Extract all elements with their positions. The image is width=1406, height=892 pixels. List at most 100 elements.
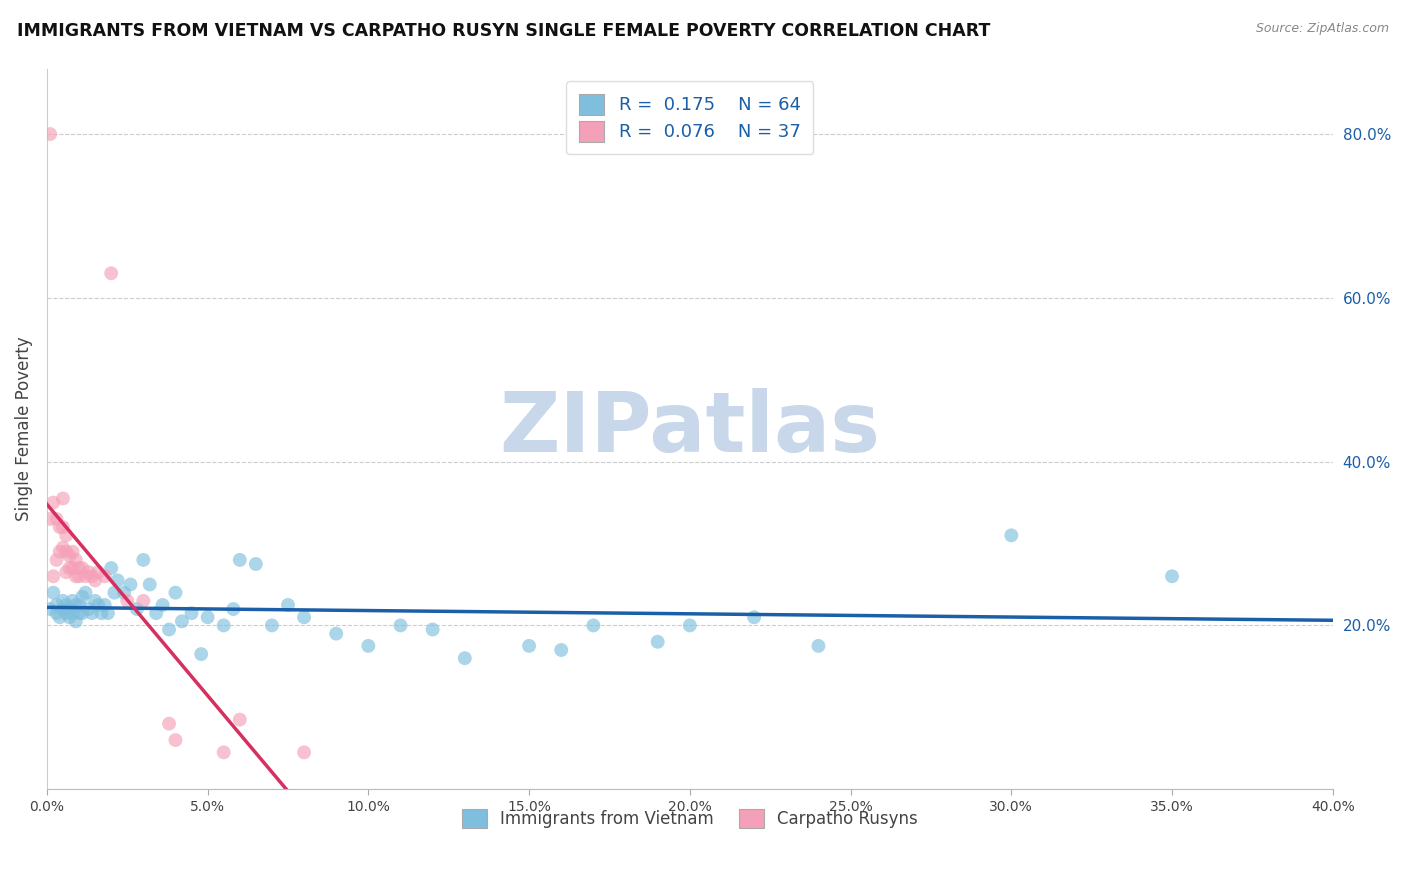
Point [117,594,139,608]
Point [103,585,125,599]
Point [152,598,174,612]
Point [245,557,267,571]
Point [422,623,444,637]
Point [52,491,75,506]
Point [62,606,84,620]
Point [84,594,107,608]
Point [58,610,80,624]
Point [222,602,245,616]
Point [87,565,110,579]
Point [84,574,107,588]
Point [807,639,830,653]
Y-axis label: Single Female Poverty: Single Female Poverty [15,336,32,521]
Point [58,561,80,575]
Point [170,615,193,629]
Point [48,520,70,534]
Point [197,610,219,624]
Point [742,610,765,624]
Point [157,623,180,637]
Point [70,590,93,604]
Point [77,565,100,579]
Text: Source: ZipAtlas.com: Source: ZipAtlas.com [1256,22,1389,36]
Point [39,127,62,141]
Point [39,602,62,616]
Point [165,733,187,747]
Point [77,602,100,616]
Point [87,598,110,612]
Legend: Immigrants from Vietnam, Carpatho Rusyns: Immigrants from Vietnam, Carpatho Rusyns [456,803,925,835]
Point [42,495,65,509]
Text: ZIPatlas: ZIPatlas [499,388,880,469]
Point [67,569,90,583]
Point [550,643,572,657]
Point [52,602,75,616]
Point [62,594,84,608]
Point [52,520,75,534]
Point [94,598,117,612]
Point [55,565,77,579]
Point [389,618,412,632]
Point [48,545,70,559]
Point [65,553,87,567]
Point [55,606,77,620]
Point [582,618,605,632]
Point [132,594,155,608]
Point [65,615,87,629]
Point [67,598,90,612]
Point [120,577,142,591]
Point [107,574,129,588]
Point [62,561,84,575]
Point [70,561,93,575]
Point [90,606,112,620]
Point [39,512,62,526]
Point [58,602,80,616]
Point [292,610,315,624]
Point [62,545,84,559]
Point [165,585,187,599]
Point [65,598,87,612]
Point [100,561,122,575]
Point [190,647,212,661]
Point [112,585,135,599]
Text: IMMIGRANTS FROM VIETNAM VS CARPATHO RUSYN SINGLE FEMALE POVERTY CORRELATION CHAR: IMMIGRANTS FROM VIETNAM VS CARPATHO RUSY… [17,22,990,40]
Point [80,606,103,620]
Point [229,553,252,567]
Point [100,266,122,280]
Point [139,577,162,591]
Point [52,594,75,608]
Point [55,598,77,612]
Point [357,639,380,653]
Point [229,713,252,727]
Point [67,561,90,575]
Point [70,606,93,620]
Point [75,569,97,583]
Point [65,569,87,583]
Point [325,626,347,640]
Point [48,610,70,624]
Point [42,585,65,599]
Point [97,606,120,620]
Point [94,569,117,583]
Point [517,639,540,653]
Point [55,545,77,559]
Point [212,618,235,632]
Point [45,553,67,567]
Point [1161,569,1184,583]
Point [212,745,235,759]
Point [58,549,80,563]
Point [45,606,67,620]
Point [132,553,155,567]
Point [75,585,97,599]
Point [45,512,67,526]
Point [52,541,75,555]
Point [80,569,103,583]
Point [180,606,202,620]
Point [647,635,669,649]
Point [292,745,315,759]
Point [679,618,702,632]
Point [42,569,65,583]
Point [125,602,148,616]
Point [55,528,77,542]
Point [454,651,477,665]
Point [157,716,180,731]
